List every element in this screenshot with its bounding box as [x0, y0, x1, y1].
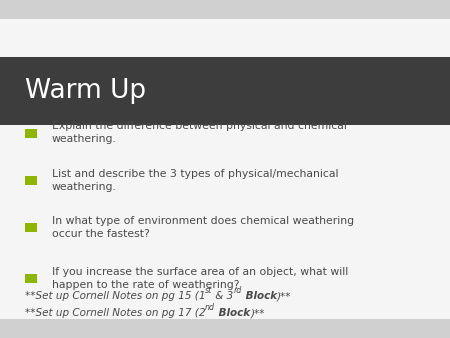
- Bar: [25, 176, 37, 185]
- Bar: [0, 319, 450, 338]
- Text: List and describe the 3 types of physical/mechanical
weathering.: List and describe the 3 types of physica…: [52, 169, 338, 192]
- Bar: [0, 0, 450, 19]
- Text: )**: )**: [277, 291, 292, 301]
- Text: )**: )**: [250, 308, 265, 318]
- Text: 2: 2: [198, 308, 205, 318]
- Bar: [0, 125, 450, 319]
- Text: Block: Block: [242, 291, 277, 301]
- Text: **Set up Cornell Notes on pg 15 (: **Set up Cornell Notes on pg 15 (: [25, 291, 198, 301]
- Bar: [25, 223, 37, 233]
- Text: 1: 1: [198, 291, 205, 301]
- Text: & 3: & 3: [212, 291, 234, 301]
- Text: If you increase the surface area of an object, what will
happen to the rate of w: If you increase the surface area of an o…: [52, 267, 348, 290]
- Text: st: st: [205, 286, 212, 295]
- Bar: [25, 274, 37, 283]
- Text: **Set up Cornell Notes on pg 17 (: **Set up Cornell Notes on pg 17 (: [25, 308, 198, 318]
- Text: rd: rd: [234, 286, 242, 295]
- Bar: [0, 57, 450, 125]
- Text: Block: Block: [215, 308, 250, 318]
- Bar: [0, 19, 450, 57]
- Text: Explain the difference between physical and chemical
weathering.: Explain the difference between physical …: [52, 121, 346, 144]
- Text: In what type of environment does chemical weathering
occur the fastest?: In what type of environment does chemica…: [52, 216, 354, 239]
- Text: Warm Up: Warm Up: [25, 78, 146, 104]
- Bar: [25, 129, 37, 138]
- Text: nd: nd: [205, 303, 215, 312]
